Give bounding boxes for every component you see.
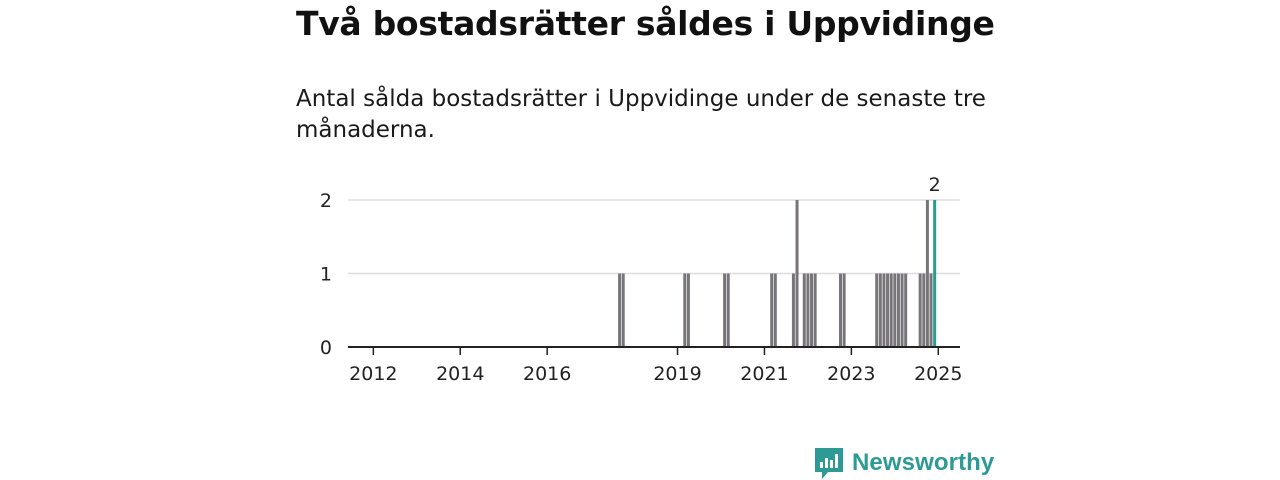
tick-marks [372,347,940,355]
bar [621,273,625,347]
x-tick-label: 2023 [827,363,875,385]
bar [896,273,900,347]
bar [795,200,799,347]
bar-chart-logo-icon [815,448,843,479]
bar [802,273,806,347]
bar [726,273,730,347]
bar [886,273,890,347]
grid-lines [348,199,960,275]
chart-title: Två bostadsrätter såldes i Uppvidinge [296,4,995,43]
bar [922,273,926,347]
bar [773,273,777,347]
brand-name: Newsworthy [852,449,995,476]
bars [618,200,937,347]
bar [889,273,893,347]
highlight-value-label: 2 [929,174,941,196]
bar [683,273,687,347]
bar [900,273,904,347]
bar [882,273,886,347]
bar [875,273,879,347]
bar [723,273,727,347]
bar [686,273,690,347]
bar [925,200,929,347]
x-tick-label: 2016 [523,363,571,385]
bar [813,273,817,347]
bar [770,273,774,347]
bar [810,273,814,347]
newsworthy-logo: Newsworthy [814,446,994,480]
x-tick-label: 2021 [740,363,788,385]
bar [918,273,922,347]
bar [842,273,846,347]
bar [893,273,897,347]
y-tick-label: 2 [320,190,332,212]
bar [904,273,908,347]
y-tick-label: 0 [320,337,332,359]
bar [878,273,882,347]
x-tick-label: 2025 [914,363,962,385]
bar [929,273,933,347]
bar [806,273,810,347]
bar [618,273,622,347]
x-tick-label: 2012 [349,363,397,385]
x-tick-label: 2014 [436,363,484,385]
bar [839,273,842,347]
y-tick-label: 1 [320,264,332,286]
x-tick-label: 2019 [653,363,701,385]
axis-labels: 0 1 2 2 2012 2014 2016 2019 2021 2023 2025 [320,174,963,385]
chart-subtitle: Antal sålda bostadsrätter i Uppvidinge u… [296,86,986,143]
highlight-bar [933,200,937,347]
bar [791,273,795,347]
